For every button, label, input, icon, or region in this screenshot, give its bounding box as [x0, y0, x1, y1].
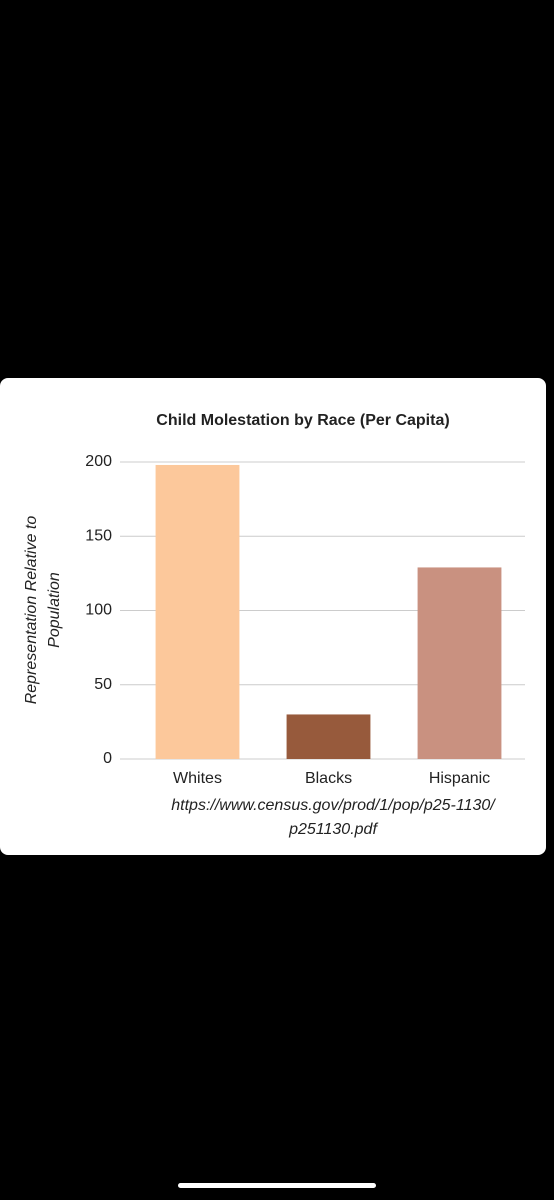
chart-title: Child Molestation by Race (Per Capita): [156, 412, 449, 429]
chart-card: [0, 378, 546, 855]
y-axis-label-line: Representation Relative to: [23, 516, 40, 705]
home-indicator: [178, 1183, 376, 1188]
y-tick-label: 150: [85, 527, 112, 544]
y-axis-label-line: Population: [46, 572, 63, 648]
y-axis-label: Representation Relative to Population: [23, 516, 63, 705]
bar: [155, 464, 240, 759]
x-tick-label: Whites: [173, 770, 222, 787]
y-tick-label: 200: [85, 453, 112, 470]
bar: [417, 567, 502, 759]
source: p251130.pdf: [288, 821, 378, 838]
source: https://www.census.gov/prod/1/pop/p25-11…: [171, 797, 496, 814]
x-tick-label: Blacks: [305, 770, 352, 787]
bar: [286, 714, 371, 759]
y-tick-label: 0: [103, 750, 112, 767]
y-tick-label: 100: [85, 602, 112, 619]
x-tick-label: Hispanic: [429, 770, 490, 787]
y-tick-label: 50: [94, 676, 112, 693]
